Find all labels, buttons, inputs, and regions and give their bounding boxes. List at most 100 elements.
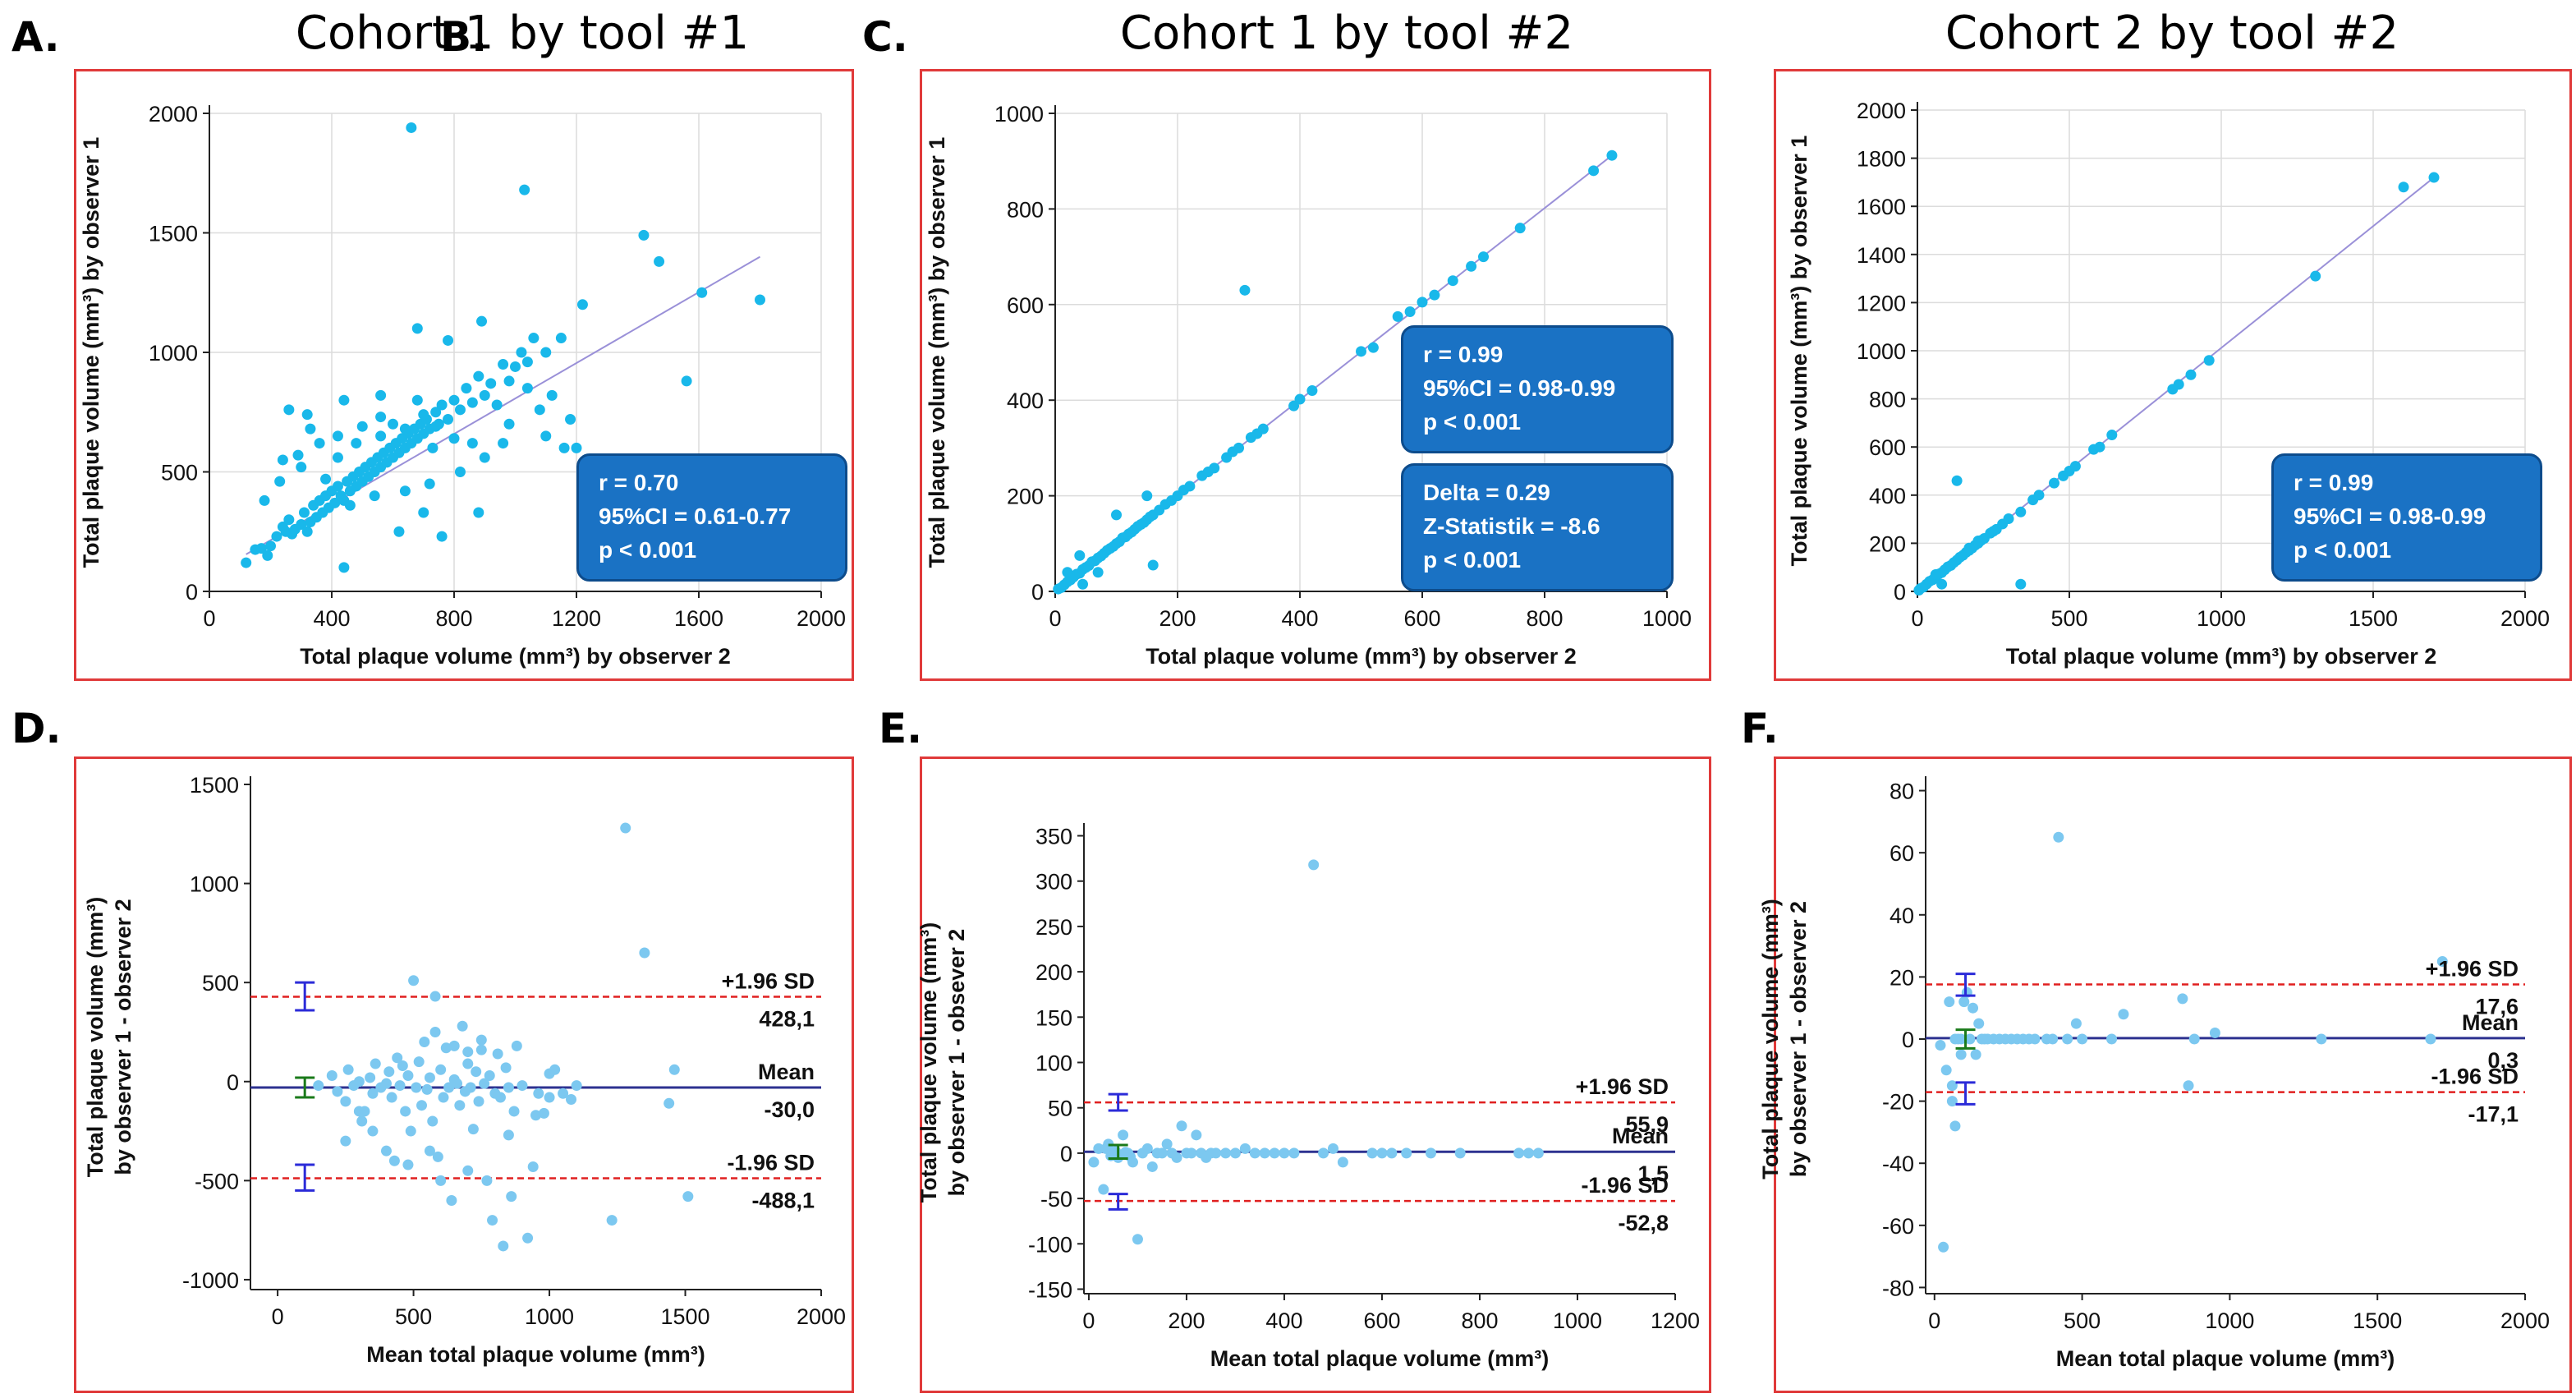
- data-point: [1186, 1147, 1197, 1159]
- data-point: [1955, 1033, 1967, 1045]
- data-point: [435, 1064, 447, 1075]
- data-point: [1532, 1147, 1544, 1159]
- data-point: [1141, 490, 1153, 502]
- data-point: [1318, 1147, 1329, 1159]
- y-axis-label: by observer 1 - observer 2: [1786, 901, 1811, 1177]
- data-point: [1392, 310, 1403, 322]
- data-point: [386, 1092, 397, 1103]
- data-point: [1233, 442, 1244, 453]
- data-point: [476, 315, 488, 327]
- data-point: [473, 370, 484, 382]
- data-point: [2203, 355, 2215, 366]
- data-point: [446, 1194, 457, 1206]
- data-point: [329, 497, 341, 508]
- data-point: [1308, 859, 1320, 871]
- data-point: [527, 1161, 539, 1172]
- data-point: [2069, 461, 2081, 472]
- data-point: [484, 1070, 495, 1082]
- mean-value: 0,3: [2487, 1048, 2519, 1073]
- data-point: [576, 299, 588, 310]
- stat-p-a: p < 0.001: [599, 537, 697, 563]
- data-point: [498, 438, 509, 449]
- y-tick-label: -150: [1028, 1277, 1072, 1302]
- data-point: [462, 1165, 474, 1176]
- data-point: [332, 452, 343, 463]
- data-point: [534, 404, 545, 416]
- y-tick-label: -50: [1040, 1187, 1072, 1212]
- data-point: [1968, 1002, 1979, 1014]
- data-point: [544, 1068, 555, 1079]
- data-point: [424, 1145, 435, 1157]
- data-point: [466, 438, 478, 449]
- x-tick-label: 500: [2050, 606, 2087, 631]
- y-tick-label: 1000: [1857, 339, 1906, 364]
- stat-ci-c: 95%CI = 0.98-0.99: [2294, 504, 2486, 529]
- y-tick-label: 80: [1890, 779, 1914, 804]
- y-axis-label: Total plaque volume (mm³): [916, 922, 941, 1203]
- x-tick-label: 400: [1281, 606, 1318, 631]
- x-tick-label: 0: [1049, 606, 1061, 631]
- data-point: [375, 412, 387, 423]
- y-tick-label: 200: [1007, 485, 1044, 509]
- data-point: [424, 1072, 435, 1083]
- data-point: [1288, 1147, 1300, 1159]
- y-tick-label: 100: [1035, 1051, 1072, 1076]
- data-point: [402, 1070, 414, 1082]
- lower-limit-label: -1.96 SD: [1581, 1173, 1669, 1198]
- data-point: [1088, 1157, 1100, 1168]
- data-point: [400, 1106, 411, 1117]
- y-tick-label: 1200: [1857, 291, 1906, 315]
- data-point: [681, 375, 692, 387]
- data-point: [540, 347, 552, 358]
- data-point: [2177, 993, 2188, 1005]
- data-point: [454, 404, 466, 416]
- y-tick-label: -100: [1028, 1232, 1072, 1257]
- stat-r-c: r = 0.99: [2294, 470, 2374, 495]
- data-point: [1184, 481, 1196, 492]
- data-point: [274, 476, 286, 487]
- y-tick-label: 800: [1869, 388, 1906, 412]
- data-point: [448, 394, 460, 406]
- lower-limit-value: -17,1: [2468, 1102, 2519, 1127]
- data-point: [475, 1044, 487, 1055]
- data-point: [2029, 1033, 2041, 1045]
- data-point: [383, 1066, 395, 1078]
- panel-letter-c: C.: [862, 13, 908, 61]
- data-point: [1210, 1147, 1222, 1159]
- x-axis-label: Total plaque volume (mm³) by observer 2: [300, 644, 731, 669]
- y-tick-label: 2000: [149, 102, 198, 126]
- y-tick-label: 1600: [1857, 195, 1906, 219]
- data-point: [356, 1115, 368, 1127]
- y-tick-label: 800: [1007, 197, 1044, 222]
- data-point: [2070, 1018, 2082, 1029]
- x-tick-label: 500: [2064, 1308, 2101, 1333]
- data-point: [1259, 1147, 1270, 1159]
- data-point: [2425, 1033, 2436, 1045]
- data-point: [2015, 578, 2027, 590]
- data-point: [1930, 568, 1941, 580]
- data-point: [1935, 1040, 1946, 1051]
- data-point: [305, 423, 316, 435]
- data-point: [1949, 1120, 1961, 1132]
- data-point: [402, 1159, 414, 1170]
- data-point: [2047, 1033, 2059, 1045]
- data-point: [342, 1064, 354, 1075]
- data-point: [351, 438, 362, 449]
- data-point: [406, 122, 417, 133]
- x-tick-label: 200: [1159, 606, 1196, 631]
- y-tick-label: 350: [1035, 825, 1072, 849]
- panel-title-b: Cohort 1 by tool #2: [1119, 7, 1574, 60]
- data-point: [367, 1125, 379, 1137]
- x-tick-label: 1500: [2353, 1308, 2402, 1333]
- data-point: [356, 421, 368, 432]
- data-point: [1111, 509, 1122, 521]
- data-point: [429, 991, 441, 1002]
- data-point: [1447, 275, 1458, 287]
- x-tick-label: 800: [435, 606, 472, 631]
- data-point: [1257, 423, 1269, 435]
- data-point: [436, 531, 448, 542]
- stat-ci-a: 95%CI = 0.61-0.77: [599, 504, 792, 529]
- x-tick-label: 400: [313, 606, 350, 631]
- upper-limit-label: +1.96 SD: [722, 969, 815, 994]
- x-tick-label: 1000: [1553, 1308, 1602, 1333]
